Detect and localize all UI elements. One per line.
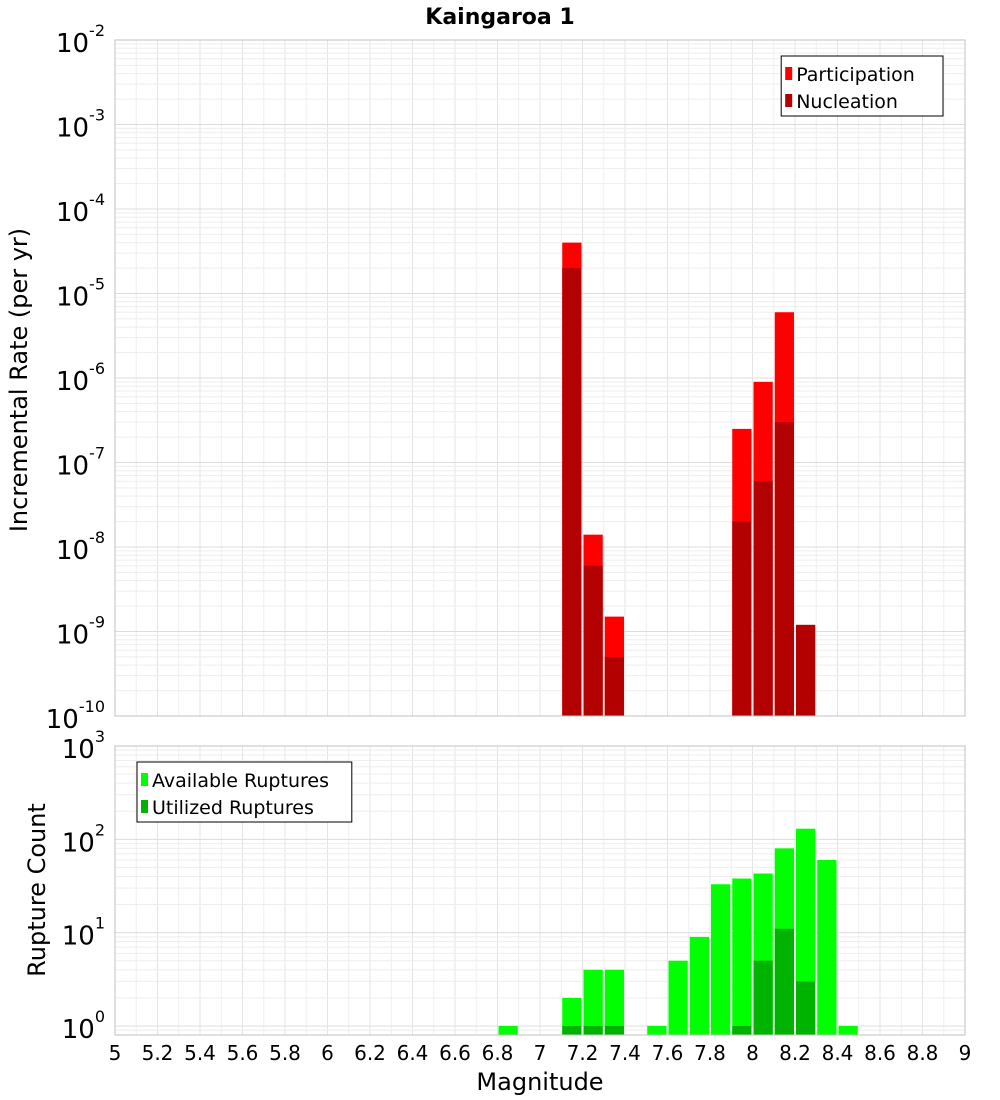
x-tick-label: 5.2 bbox=[142, 1041, 174, 1065]
rate-y-tick-label: 10-6 bbox=[56, 359, 105, 397]
rate-y-tick-label: 10-9 bbox=[56, 613, 105, 651]
x-tick-label: 8.8 bbox=[907, 1041, 939, 1065]
chart-title: Kaingaroa 1 bbox=[425, 5, 574, 30]
rate-y-tick-label: 10-5 bbox=[56, 275, 105, 313]
rate-legend-swatch bbox=[785, 67, 793, 80]
x-tick-label: 5 bbox=[109, 1041, 122, 1065]
rate-plot-frame bbox=[114, 39, 966, 717]
count-legend-label: Available Ruptures bbox=[152, 770, 329, 792]
rate-bars bbox=[562, 242, 816, 717]
x-tick-label: 6.6 bbox=[439, 1041, 471, 1065]
count-legend-label: Utilized Ruptures bbox=[152, 797, 314, 819]
count-bar-available-ruptures bbox=[711, 884, 731, 1035]
count-bar-available-ruptures bbox=[817, 860, 837, 1035]
x-tick-label: 6 bbox=[321, 1041, 334, 1065]
count-legend-swatch bbox=[141, 773, 148, 786]
count-bar-available-ruptures bbox=[668, 960, 688, 1035]
x-tick-label: 8 bbox=[746, 1041, 759, 1065]
rate-bar-nucleation bbox=[732, 521, 752, 716]
count-y-tick-label: 102 bbox=[62, 820, 105, 858]
count-y-tick-label: 100 bbox=[62, 1007, 105, 1045]
x-tick-label: 5.4 bbox=[184, 1041, 216, 1065]
x-axis-label: Magnitude bbox=[476, 1068, 603, 1096]
count-bar-utilized-ruptures bbox=[774, 928, 794, 1035]
rate-y-tick-label: 10-4 bbox=[56, 190, 105, 228]
count-bar-available-ruptures bbox=[732, 878, 752, 1035]
x-tick-label: 5.8 bbox=[269, 1041, 301, 1065]
x-tick-label: 6.4 bbox=[397, 1041, 429, 1065]
x-tick-label: 9 bbox=[959, 1041, 972, 1065]
count-bar-utilized-ruptures bbox=[583, 1025, 603, 1035]
count-bar-available-ruptures bbox=[647, 1025, 667, 1035]
x-tick-label: 7.4 bbox=[609, 1041, 641, 1065]
rate-y-axis-label: Incremental Rate (per yr) bbox=[5, 228, 33, 532]
x-tick-label: 6.8 bbox=[482, 1041, 514, 1065]
count-bar-utilized-ruptures bbox=[562, 1025, 582, 1035]
x-tick-label: 7 bbox=[534, 1041, 547, 1065]
rate-bar-nucleation bbox=[562, 268, 582, 716]
count-bar-available-ruptures bbox=[562, 997, 582, 1035]
rate-bar-nucleation bbox=[604, 656, 624, 716]
count-y-axis-label: Rupture Count bbox=[23, 803, 51, 977]
count-bar-utilized-ruptures bbox=[732, 1025, 752, 1035]
count-legend-box bbox=[136, 761, 353, 823]
x-tick-label: 8.6 bbox=[864, 1041, 896, 1065]
count-bar-utilized-ruptures bbox=[796, 981, 816, 1035]
rate-y-tick-label: 10-3 bbox=[56, 106, 105, 144]
x-tick-label: 8.4 bbox=[822, 1041, 854, 1065]
count-legend: Available Ruptures Utilized Ruptures bbox=[136, 761, 353, 823]
x-tick-label: 7.6 bbox=[652, 1041, 684, 1065]
rate-legend: Participation Nucleation bbox=[780, 55, 944, 117]
count-bar-utilized-ruptures bbox=[604, 1025, 624, 1035]
rate-legend-box bbox=[780, 55, 944, 117]
rate-grid bbox=[114, 39, 966, 717]
count-bar-available-ruptures bbox=[498, 1025, 518, 1035]
rate-bar-nucleation bbox=[753, 481, 773, 716]
count-legend-swatch bbox=[141, 800, 148, 813]
rate-y-tick-label: 10-8 bbox=[56, 528, 105, 566]
count-bars bbox=[498, 828, 858, 1035]
rate-y-tick-label: 10-2 bbox=[56, 21, 105, 59]
x-tick-label: 7.2 bbox=[567, 1041, 599, 1065]
rate-bar-nucleation bbox=[583, 565, 603, 716]
x-axis-ticks: 5 5.2 5.4 5.6 5.8 6 6.2 6.4 6.6 6.8 7 7.2 7.4 7.6 7.8 8… bbox=[109, 1041, 972, 1065]
count-bar-available-ruptures bbox=[838, 1025, 858, 1035]
count-bar-utilized-ruptures bbox=[753, 960, 773, 1035]
count-bar-available-ruptures bbox=[583, 969, 603, 1035]
rate-legend-label: Participation bbox=[796, 64, 915, 86]
count-bar-available-ruptures bbox=[689, 936, 709, 1035]
x-tick-label: 5.6 bbox=[227, 1041, 259, 1065]
rate-bar-nucleation bbox=[796, 624, 816, 716]
rate-bar-nucleation bbox=[774, 422, 794, 716]
rate-y-tick-label: 10-7 bbox=[56, 444, 105, 482]
count-bar-available-ruptures bbox=[604, 969, 624, 1035]
rate-legend-label: Nucleation bbox=[796, 91, 898, 113]
rate-legend-swatch bbox=[785, 94, 793, 107]
count-plot-frame bbox=[114, 745, 966, 1036]
count-y-tick-label: 101 bbox=[62, 914, 105, 952]
x-tick-label: 6.2 bbox=[354, 1041, 386, 1065]
x-tick-label: 7.8 bbox=[694, 1041, 726, 1065]
x-tick-label: 8.2 bbox=[779, 1041, 811, 1065]
